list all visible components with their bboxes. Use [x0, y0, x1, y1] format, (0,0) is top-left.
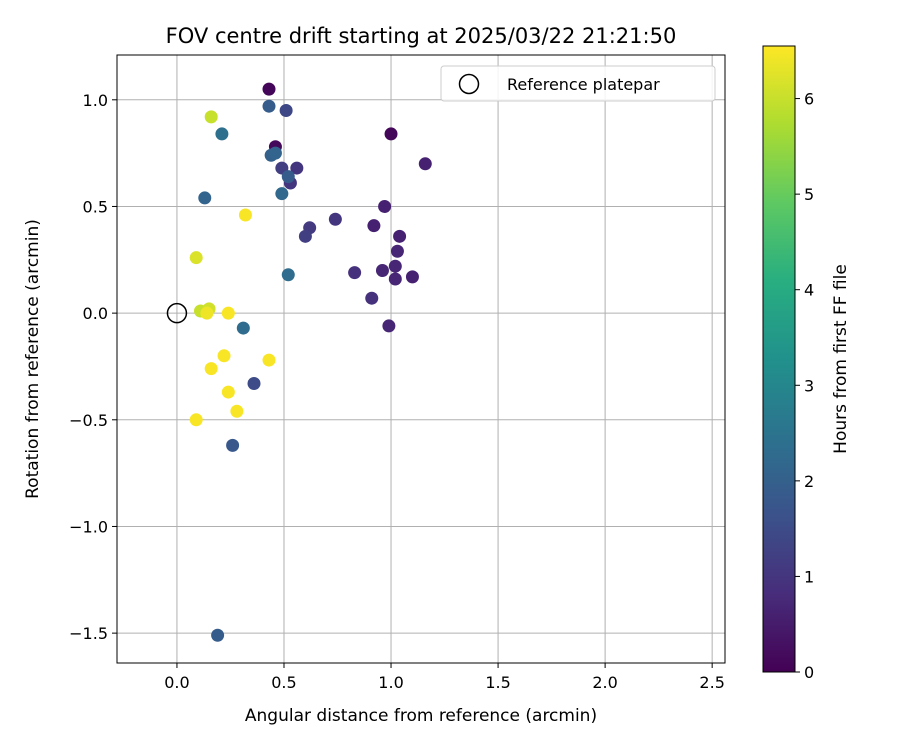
colorbar-gradient	[763, 46, 795, 672]
scatter-point	[262, 99, 276, 113]
legend-box	[440, 65, 716, 102]
scatter-point	[262, 353, 276, 367]
x-tick-label: 1.0	[378, 673, 403, 692]
scatter-point	[247, 377, 261, 391]
y-axis-label: Rotation from reference (arcmin)	[23, 219, 43, 499]
colorbar-ticks: 0 1 2 3 4 5 6	[795, 90, 814, 682]
scatter-point	[221, 306, 235, 320]
scatter-point	[328, 212, 342, 226]
scatter-point	[221, 385, 235, 399]
scatter-point	[268, 146, 282, 160]
reference-layer	[166, 302, 188, 324]
scatter-point	[281, 268, 295, 282]
scatter-point	[298, 229, 312, 243]
scatter-point	[290, 161, 304, 175]
colorbar-tick-label: 5	[804, 185, 814, 204]
axis-ticks: 0.0 0.5 1.0 1.5 2.0 2.5 −1.5 −1.0 −0.5 0.0 0.5 1.0	[69, 91, 725, 692]
scatter-point	[200, 306, 214, 320]
scatter-point	[204, 362, 218, 376]
scatter-point	[348, 266, 362, 280]
scatter-point	[238, 208, 252, 222]
x-tick-label: 1.5	[485, 673, 510, 692]
scatter-point	[388, 272, 402, 286]
x-tick-label: 2.0	[592, 673, 617, 692]
y-tick-label: 1.0	[83, 91, 108, 110]
colorbar-tick-label: 1	[804, 567, 814, 586]
x-tick-label: 2.5	[699, 673, 724, 692]
scatter-points	[189, 82, 432, 642]
colorbar-tick-label: 6	[804, 90, 814, 109]
colorbar-tick-label: 2	[804, 472, 814, 491]
scatter-point	[198, 191, 212, 205]
colorbar-tick-label: 4	[804, 281, 814, 300]
colorbar-tick-label: 3	[804, 376, 814, 395]
colorbar-frame	[762, 45, 796, 673]
scatter-point	[390, 244, 404, 258]
plot-frame	[116, 54, 726, 664]
scatter-point	[204, 110, 218, 124]
chart-title: FOV centre drift starting at 2025/03/22 …	[166, 24, 677, 48]
x-tick-label: 0.0	[164, 673, 189, 692]
x-axis-label: Angular distance from reference (arcmin)	[245, 706, 597, 726]
y-tick-label: −1.5	[69, 624, 108, 643]
scatter-point	[217, 349, 231, 363]
scatter-point	[405, 270, 419, 284]
scatter-point	[365, 291, 379, 305]
scatter-point	[189, 413, 203, 427]
scatter-point	[236, 321, 250, 335]
scatter-point	[375, 263, 389, 277]
legend-marker-reference	[458, 73, 480, 95]
scatter-point	[388, 259, 402, 273]
scatter-point	[418, 157, 432, 171]
grid	[117, 55, 725, 663]
scatter-point	[275, 187, 289, 201]
scatter-point	[215, 127, 229, 141]
scatter-point	[226, 438, 240, 452]
y-tick-label: −1.0	[69, 517, 108, 536]
scatter-point	[279, 103, 293, 117]
scatter-point	[367, 219, 381, 233]
scatter-point	[230, 404, 244, 418]
colorbar: 0 1 2 3 4 5 6 Hours from first FF file	[762, 45, 851, 682]
scatter-point	[262, 82, 276, 96]
y-tick-label: 0.5	[83, 197, 108, 216]
scatter-point	[211, 628, 225, 642]
y-tick-label: 0.0	[83, 304, 108, 323]
scatter-point	[382, 319, 396, 333]
x-tick-label: 0.5	[271, 673, 296, 692]
scatter-point	[393, 229, 407, 243]
scatter-point	[378, 199, 392, 213]
colorbar-tick-label: 0	[804, 663, 814, 682]
colorbar-label: Hours from first FF file	[831, 264, 851, 454]
legend: Reference platepar	[440, 65, 716, 102]
reference-platepar-marker	[166, 302, 188, 324]
y-tick-label: −0.5	[69, 411, 108, 430]
legend-label-reference: Reference platepar	[507, 75, 660, 94]
scatter-point	[281, 170, 295, 184]
scatter-point	[189, 251, 203, 265]
scatter-point	[384, 127, 398, 141]
